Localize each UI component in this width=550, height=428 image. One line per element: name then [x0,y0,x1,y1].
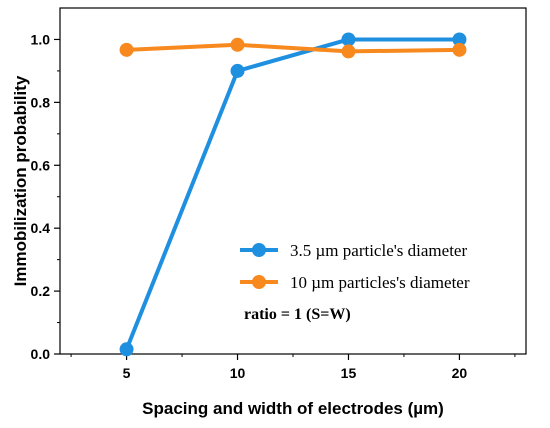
data-point-series-2 [230,37,245,52]
x-axis-title: Spacing and width of electrodes (µm) [142,399,444,418]
data-point-series-1 [452,32,467,47]
y-tick-label: 0.2 [31,283,51,299]
legend-marker-series-1 [252,243,266,257]
data-point-series-1 [230,63,245,78]
plot-frame [59,7,527,355]
y-tick-label: 0.6 [31,157,51,173]
data-point-series-1 [341,32,356,47]
y-axis-title: Immobilization probability [11,75,30,286]
y-tick-label: 0.8 [31,94,51,110]
x-tick-label: 15 [341,365,357,381]
data-point-series-2 [452,42,467,57]
y-axis-ticks: 0.0 0.2 0.4 0.6 0.8 1.0 [31,31,60,362]
y-tick-label: 0.0 [31,346,51,362]
y-tick-label: 1.0 [31,31,51,47]
series-layer [119,32,467,357]
data-point-series-2 [119,42,134,57]
legend-label-series-1: 3.5 µm particle's diameter [290,241,467,260]
series-line-2 [126,42,460,54]
data-point-series-1 [119,342,134,357]
series-line-1 [124,37,460,351]
legend-marker-series-2 [252,275,266,289]
x-tick-label: 5 [123,365,131,381]
data-point-series-2 [341,44,356,59]
legend-label-series-2: 10 µm particles's diameter [290,273,470,292]
x-axis-ticks: 5 10 15 20 [70,354,516,381]
ratio-annotation: ratio = 1 (S=W) [244,306,351,323]
legend: 3.5 µm particle's diameter 10 µm particl… [240,241,470,323]
x-tick-label: 10 [230,365,246,381]
y-tick-label: 0.4 [31,220,51,236]
x-tick-label: 20 [452,365,468,381]
